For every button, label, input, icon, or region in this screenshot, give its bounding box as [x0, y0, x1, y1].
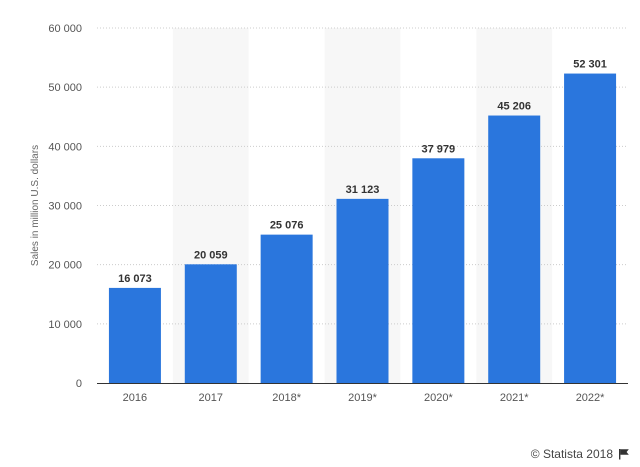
y-tick-label: 50 000	[48, 82, 82, 94]
data-label: 45 206	[497, 101, 531, 113]
x-tick-label: 2018*	[272, 392, 301, 404]
bar[interactable]	[564, 73, 617, 383]
bar[interactable]	[260, 234, 313, 383]
credit-text: © Statista 2018	[530, 447, 613, 461]
bar[interactable]	[412, 158, 465, 383]
data-label: 16 073	[118, 273, 152, 285]
y-tick-label: 60 000	[48, 23, 82, 35]
data-label: 31 123	[346, 184, 380, 196]
source-credit[interactable]: © Statista 2018	[531, 447, 630, 461]
bars	[108, 73, 617, 384]
y-axis-title: Sales in million U.S. dollars	[30, 145, 41, 266]
y-tick-label: 20 000	[48, 260, 82, 272]
x-tick-label: 2021*	[500, 392, 529, 404]
y-tick-label: 10 000	[48, 319, 82, 331]
x-tick-label: 2022*	[576, 392, 605, 404]
flag-icon	[619, 449, 629, 460]
y-tick-label: 40 000	[48, 141, 82, 153]
bar[interactable]	[488, 115, 541, 384]
data-labels: 16 073 20 059 25 076 31 123 37 979 45 206 52 3…	[118, 59, 607, 285]
data-label: 37 979	[422, 143, 456, 155]
data-label: 20 059	[194, 249, 228, 261]
x-axis-ticks: 2016 2017 2018* 2019* 2020* 2021* 2022*	[123, 392, 605, 404]
x-tick-label: 2019*	[348, 392, 377, 404]
data-label: 52 301	[573, 59, 607, 71]
x-tick-label: 2017	[199, 392, 223, 404]
y-tick-label: 0	[76, 378, 82, 390]
bar[interactable]	[108, 287, 161, 383]
y-axis-ticks: 0 10 000 20 000 30 000 40 000 50 000 60 000	[48, 23, 82, 390]
x-tick-label: 2016	[123, 392, 147, 404]
data-label: 25 076	[270, 220, 304, 232]
y-tick-label: 30 000	[48, 201, 82, 213]
x-tick-label: 2020*	[424, 392, 453, 404]
bar[interactable]	[184, 264, 237, 383]
bar[interactable]	[336, 198, 389, 383]
